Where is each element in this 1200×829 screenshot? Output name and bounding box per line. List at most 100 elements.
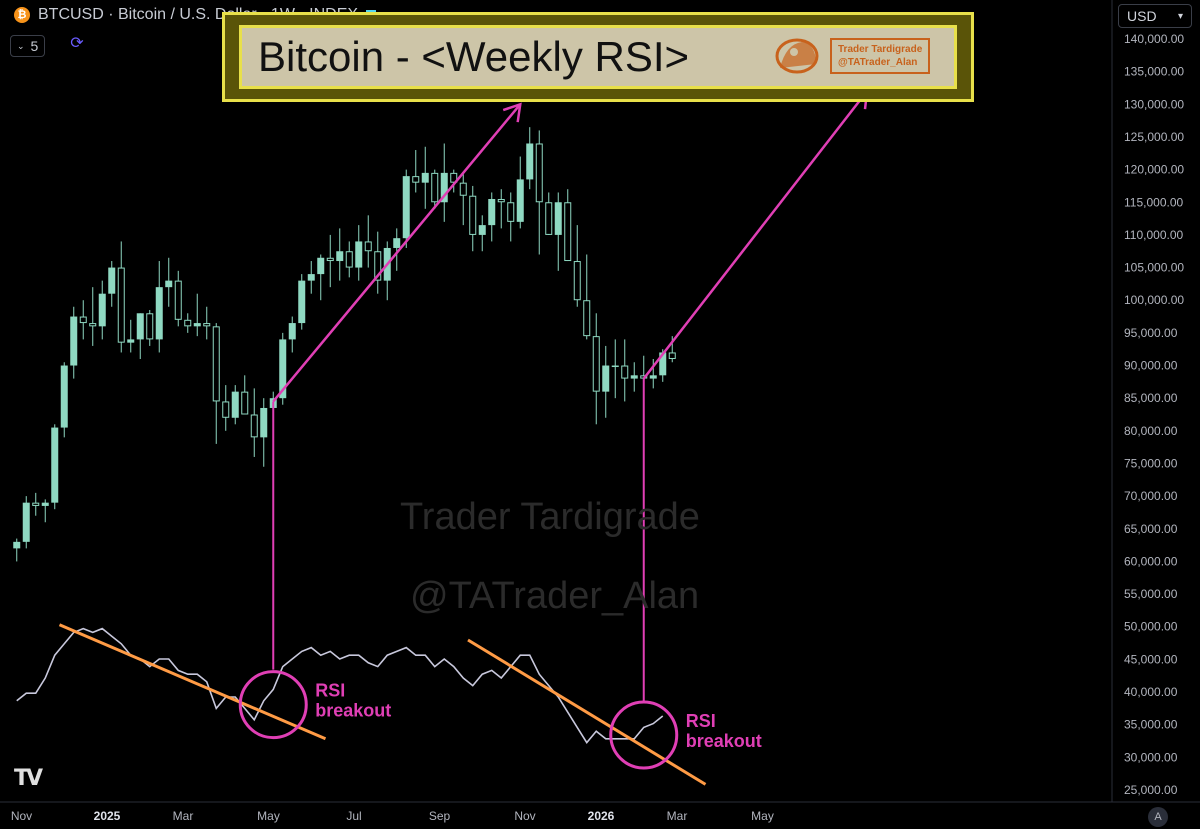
price-tick-label: 120,000.00 bbox=[1124, 163, 1184, 177]
candle-body bbox=[250, 414, 258, 438]
price-tick-label: 125,000.00 bbox=[1124, 130, 1184, 144]
title-banner: Bitcoin - <Weekly RSI> Trader Tardigrade… bbox=[222, 12, 974, 102]
candle-body bbox=[431, 172, 439, 203]
trend-arrow bbox=[272, 103, 522, 403]
time-tick-label: 2026 bbox=[588, 809, 615, 823]
candle bbox=[488, 192, 496, 242]
candle bbox=[592, 313, 600, 425]
bitcoin-logo-icon: ₿ bbox=[14, 7, 30, 23]
candle-body bbox=[621, 365, 629, 379]
price-axis[interactable]: 25,000.00 30,000.00 35,000.00 40,000.00 45,0… bbox=[1124, 32, 1184, 797]
candle bbox=[250, 388, 258, 457]
candle-body bbox=[659, 352, 667, 376]
candle-body bbox=[488, 198, 496, 226]
arrow-head bbox=[502, 102, 522, 123]
brand-label: Trader Tardigrade @TATrader_Alan bbox=[830, 38, 931, 74]
candle-body bbox=[146, 313, 154, 340]
price-tick-label: 45,000.00 bbox=[1124, 652, 1178, 666]
candle-body bbox=[507, 202, 515, 222]
candle bbox=[364, 215, 372, 268]
candle-body bbox=[393, 238, 401, 248]
candle-body bbox=[649, 375, 657, 379]
candle bbox=[516, 156, 524, 229]
candle-body bbox=[260, 407, 268, 438]
candle-body bbox=[231, 391, 239, 418]
candle bbox=[51, 424, 59, 510]
candle-body bbox=[336, 251, 344, 262]
rsi-trendline bbox=[58, 623, 327, 741]
price-tick-label: 105,000.00 bbox=[1124, 261, 1184, 275]
tradingview-logo-icon[interactable]: TV bbox=[14, 766, 43, 791]
candle bbox=[459, 172, 467, 226]
candle bbox=[298, 274, 306, 330]
price-tick-label: 130,000.00 bbox=[1124, 97, 1184, 111]
candle-body bbox=[630, 375, 638, 379]
candle-body bbox=[554, 202, 562, 235]
candle bbox=[469, 185, 477, 252]
candle bbox=[165, 257, 173, 307]
candle bbox=[222, 385, 230, 431]
candle-body bbox=[421, 172, 429, 183]
candle-body bbox=[155, 287, 163, 340]
candle bbox=[241, 375, 249, 415]
indicator-toggle[interactable]: ⌄ 5 bbox=[10, 35, 46, 57]
price-tick-label: 30,000.00 bbox=[1124, 750, 1178, 764]
candle bbox=[89, 287, 97, 346]
price-tick-label: 60,000.00 bbox=[1124, 554, 1178, 568]
time-tick-label: Nov bbox=[514, 809, 535, 823]
candle bbox=[288, 316, 296, 353]
candle bbox=[630, 362, 638, 392]
candle bbox=[307, 261, 315, 294]
candle bbox=[70, 306, 78, 379]
candle bbox=[383, 241, 391, 301]
candle bbox=[393, 228, 401, 271]
candle-body bbox=[41, 502, 49, 506]
indicator-count: 5 bbox=[30, 38, 39, 54]
sync-icon[interactable]: ⟳ bbox=[70, 35, 84, 52]
price-tick-label: 90,000.00 bbox=[1124, 359, 1178, 373]
candle bbox=[450, 169, 458, 193]
candle-body bbox=[51, 427, 59, 503]
candle-body bbox=[89, 323, 97, 327]
candle-body bbox=[222, 401, 230, 418]
candle bbox=[478, 215, 486, 252]
price-tick-label: 40,000.00 bbox=[1124, 685, 1178, 699]
candle-body bbox=[165, 280, 173, 288]
candle bbox=[526, 127, 534, 190]
candle bbox=[374, 231, 382, 294]
candle-body bbox=[193, 323, 201, 327]
currency-button[interactable]: USD ▾ bbox=[1118, 4, 1192, 28]
candle-body bbox=[611, 365, 619, 368]
candle bbox=[545, 192, 553, 235]
candle bbox=[108, 261, 116, 307]
candle-body bbox=[374, 251, 382, 281]
tardigrade-logo-icon bbox=[775, 38, 819, 74]
candle bbox=[412, 150, 420, 193]
candle bbox=[583, 254, 591, 340]
candle-body bbox=[516, 179, 524, 222]
candle bbox=[317, 254, 325, 301]
candle-body bbox=[108, 267, 116, 294]
candle-body bbox=[526, 143, 534, 180]
candle bbox=[573, 225, 581, 307]
currency-label: USD bbox=[1127, 8, 1157, 24]
candle-body bbox=[98, 293, 106, 327]
time-tick-label: Mar bbox=[667, 809, 688, 823]
candle-body bbox=[60, 365, 68, 428]
candle bbox=[326, 234, 334, 288]
candle bbox=[203, 306, 211, 340]
candle bbox=[279, 332, 287, 405]
candle-body bbox=[469, 195, 477, 235]
time-axis[interactable]: Nov 2025 Mar May Jul Sep Nov 2026 Mar May bbox=[11, 809, 774, 823]
candlestick-series bbox=[13, 127, 676, 562]
candle bbox=[212, 323, 220, 444]
price-tick-label: 25,000.00 bbox=[1124, 783, 1178, 797]
auto-scale-button[interactable]: A bbox=[1148, 807, 1168, 827]
candle bbox=[336, 228, 344, 281]
candle-body bbox=[592, 336, 600, 392]
candle-body bbox=[32, 502, 40, 506]
price-tick-label: 80,000.00 bbox=[1124, 424, 1178, 438]
chart-title: Bitcoin - <Weekly RSI> bbox=[258, 33, 690, 80]
candle bbox=[260, 398, 268, 467]
